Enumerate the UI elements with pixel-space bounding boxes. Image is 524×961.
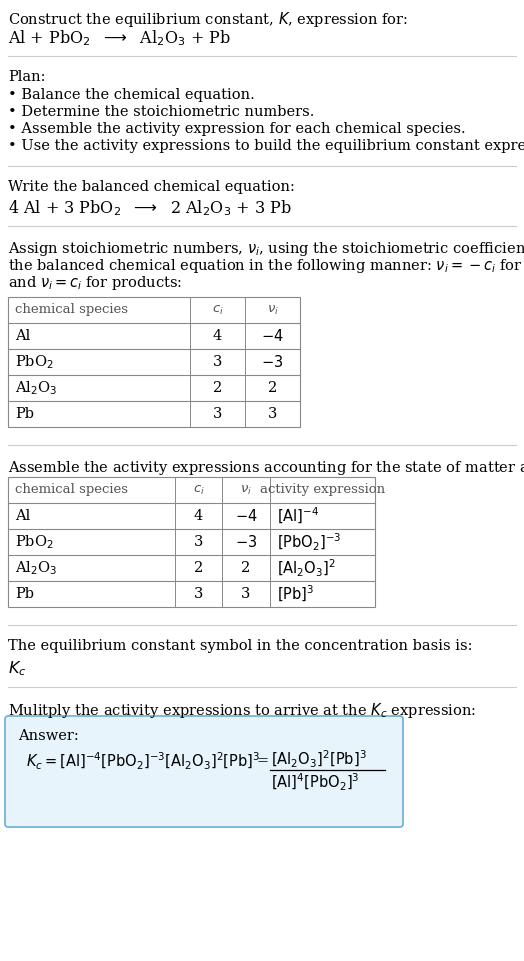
FancyBboxPatch shape (5, 716, 403, 827)
Text: $[\mathrm{Al_2O_3}]^{2} [\mathrm{Pb}]^{3}$: $[\mathrm{Al_2O_3}]^{2} [\mathrm{Pb}]^{3… (271, 749, 367, 770)
Text: The equilibrium constant symbol in the concentration basis is:: The equilibrium constant symbol in the c… (8, 639, 473, 653)
Text: 3: 3 (242, 587, 250, 601)
Text: Al$_2$O$_3$: Al$_2$O$_3$ (15, 380, 57, 397)
Text: $-3$: $-3$ (261, 354, 283, 370)
Text: activity expression: activity expression (260, 483, 385, 497)
Text: Plan:: Plan: (8, 70, 46, 84)
Text: 3: 3 (194, 535, 203, 549)
Text: $\nu_i$: $\nu_i$ (240, 483, 252, 497)
Text: PbO$_2$: PbO$_2$ (15, 533, 54, 551)
Text: 3: 3 (213, 355, 222, 369)
Text: Pb: Pb (15, 587, 34, 601)
Text: Assemble the activity expressions accounting for the state of matter and $\nu_i$: Assemble the activity expressions accoun… (8, 459, 524, 477)
Bar (8, 477, 375, 607)
Text: Al: Al (15, 329, 30, 343)
Text: • Assemble the activity expression for each chemical species.: • Assemble the activity expression for e… (8, 122, 466, 136)
Text: $-4$: $-4$ (261, 328, 284, 344)
Text: the balanced chemical equation in the following manner: $\nu_i = -c_i$ for react: the balanced chemical equation in the fo… (8, 257, 524, 275)
Text: Al: Al (15, 509, 30, 523)
Text: $c_i$: $c_i$ (193, 483, 204, 497)
Text: • Balance the chemical equation.: • Balance the chemical equation. (8, 88, 255, 102)
Text: =: = (256, 754, 268, 768)
Text: $K_c$: $K_c$ (8, 659, 26, 678)
Text: 4: 4 (213, 329, 222, 343)
Text: 2: 2 (194, 561, 203, 575)
Text: Construct the equilibrium constant, $K$, expression for:: Construct the equilibrium constant, $K$,… (8, 10, 408, 29)
Text: PbO$_2$: PbO$_2$ (15, 353, 54, 371)
Text: $c_i$: $c_i$ (212, 304, 223, 316)
Text: 3: 3 (213, 407, 222, 421)
Text: Al$_2$O$_3$: Al$_2$O$_3$ (15, 559, 57, 577)
Text: 4 Al + 3 PbO$_2$  $\longrightarrow$  2 Al$_2$O$_3$ + 3 Pb: 4 Al + 3 PbO$_2$ $\longrightarrow$ 2 Al$… (8, 198, 292, 218)
Text: 4: 4 (194, 509, 203, 523)
Text: $-4$: $-4$ (235, 508, 257, 524)
Text: chemical species: chemical species (15, 483, 128, 497)
Text: $[\mathrm{Al}]^{-4}$: $[\mathrm{Al}]^{-4}$ (277, 505, 319, 526)
Text: chemical species: chemical species (15, 304, 128, 316)
Text: $[\mathrm{Pb}]^{3}$: $[\mathrm{Pb}]^{3}$ (277, 584, 314, 604)
Text: 2: 2 (242, 561, 250, 575)
Text: Mulitply the activity expressions to arrive at the $K_c$ expression:: Mulitply the activity expressions to arr… (8, 701, 476, 720)
Text: • Use the activity expressions to build the equilibrium constant expression.: • Use the activity expressions to build … (8, 139, 524, 153)
Text: 3: 3 (268, 407, 277, 421)
Text: • Determine the stoichiometric numbers.: • Determine the stoichiometric numbers. (8, 105, 314, 119)
Text: Al + PbO$_2$  $\longrightarrow$  Al$_2$O$_3$ + Pb: Al + PbO$_2$ $\longrightarrow$ Al$_2$O$_… (8, 28, 231, 48)
Text: Pb: Pb (15, 407, 34, 421)
Text: Assign stoichiometric numbers, $\nu_i$, using the stoichiometric coefficients, $: Assign stoichiometric numbers, $\nu_i$, … (8, 240, 524, 258)
Text: $[\mathrm{Al_2O_3}]^{2}$: $[\mathrm{Al_2O_3}]^{2}$ (277, 557, 336, 579)
Text: $-3$: $-3$ (235, 534, 257, 550)
Text: $[\mathrm{Al}]^{4} [\mathrm{PbO_2}]^{3}$: $[\mathrm{Al}]^{4} [\mathrm{PbO_2}]^{3}$ (271, 772, 359, 793)
Text: Answer:: Answer: (18, 729, 79, 743)
Text: Write the balanced chemical equation:: Write the balanced chemical equation: (8, 180, 295, 194)
Bar (8, 297, 300, 427)
Text: $\nu_i$: $\nu_i$ (267, 304, 278, 316)
Text: $[\mathrm{PbO_2}]^{-3}$: $[\mathrm{PbO_2}]^{-3}$ (277, 531, 342, 553)
Text: 2: 2 (213, 381, 222, 395)
Text: $K_c = [\mathrm{Al}]^{-4} [\mathrm{PbO_2}]^{-3} [\mathrm{Al_2O_3}]^{2} [\mathrm{: $K_c = [\mathrm{Al}]^{-4} [\mathrm{PbO_2… (26, 751, 260, 772)
Text: and $\nu_i = c_i$ for products:: and $\nu_i = c_i$ for products: (8, 274, 182, 292)
Text: 3: 3 (194, 587, 203, 601)
Text: 2: 2 (268, 381, 277, 395)
